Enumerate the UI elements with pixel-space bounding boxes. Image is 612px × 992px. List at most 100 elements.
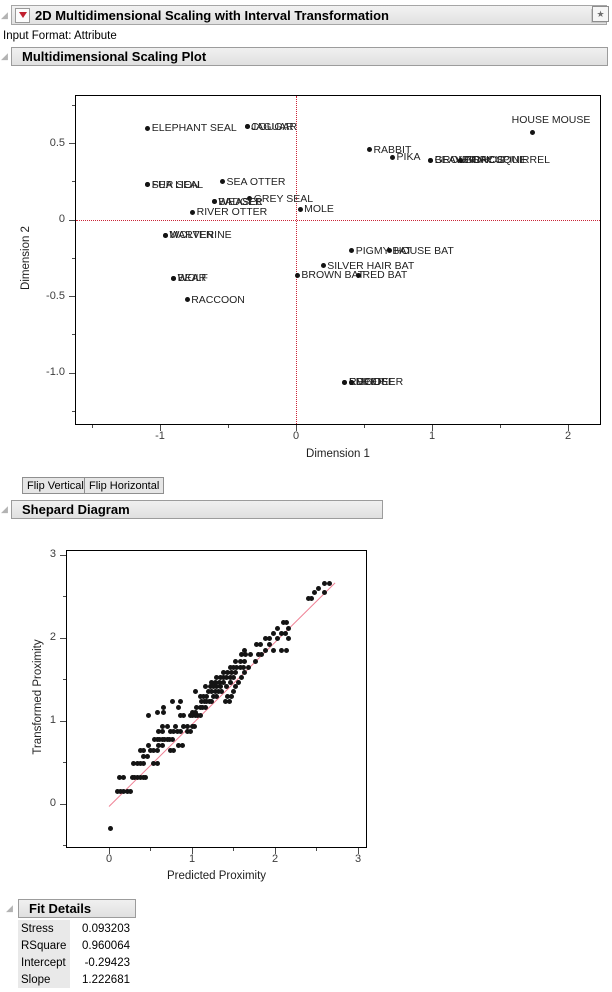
shepard-data-point[interactable] [316,585,322,591]
shepard-data-point[interactable] [305,595,311,601]
shepard-data-point[interactable] [221,670,227,676]
data-point-marker[interactable] [342,379,348,385]
shepard-data-point[interactable] [124,789,130,795]
shepard-data-point[interactable] [179,742,185,748]
data-point-marker[interactable] [162,232,168,238]
shepard-data-point[interactable] [141,747,147,753]
data-point-marker[interactable] [366,147,372,153]
shepard-data-point[interactable] [184,724,190,730]
shepard-data-point[interactable] [285,635,291,641]
shepard-data-point[interactable] [266,635,272,641]
shepard-data-point[interactable] [327,580,333,586]
data-point-marker[interactable] [297,206,303,212]
shepard-data-point[interactable] [229,693,235,699]
shepard-data-point[interactable] [279,647,285,653]
shepard-data-point[interactable] [191,724,197,730]
shepard-data-point[interactable] [262,635,268,641]
shepard-data-point[interactable] [283,630,289,636]
shepard-data-point[interactable] [217,675,223,681]
shepard-data-point[interactable] [144,754,150,760]
shepard-data-point[interactable] [209,698,215,704]
shepard-data-point[interactable] [154,747,160,753]
shepard-data-point[interactable] [128,789,134,795]
disclosure-triangle-fit[interactable]: ◢ [6,903,13,913]
section-header-fit-details[interactable]: Fit Details [18,899,136,918]
report-title-bar[interactable]: 2D Multidimensional Scaling with Interva… [11,5,607,25]
shepard-data-point[interactable] [169,736,175,742]
shepard-data-point[interactable] [177,698,183,704]
shepard-data-point[interactable] [216,680,222,686]
section-header-mds-plot[interactable]: Multidimensional Scaling Plot [11,47,608,66]
shepard-data-point[interactable] [171,747,177,753]
data-point-marker[interactable] [190,209,196,215]
mds-scatter-plot-area[interactable]: ELEPHANT SEAL JAGUAR COUGAR HOUSE MOUSE RABB… [75,95,601,425]
shepard-data-point[interactable] [245,664,251,670]
shepard-data-point[interactable] [131,760,137,766]
shepard-data-point[interactable] [233,684,239,690]
shepard-data-point[interactable] [167,729,173,735]
shepard-data-point[interactable] [172,724,178,730]
shepard-data-point[interactable] [209,680,215,686]
data-point-marker[interactable] [428,157,434,163]
shepard-data-point[interactable] [279,630,285,636]
shepard-data-point[interactable] [214,675,220,681]
shepard-data-point[interactable] [226,698,232,704]
shepard-data-point[interactable] [156,742,162,748]
shepard-data-point[interactable] [202,684,208,690]
shepard-data-point[interactable] [222,698,228,704]
shepard-data-point[interactable] [189,710,195,716]
shepard-data-point[interactable] [177,712,183,718]
data-point-marker[interactable] [390,154,396,160]
shepard-data-point[interactable] [197,693,203,699]
shepard-data-point[interactable] [174,729,180,735]
shepard-data-point[interactable] [138,760,144,766]
shepard-data-point[interactable] [207,684,213,690]
shepard-data-point[interactable] [197,712,203,718]
shepard-data-point[interactable] [219,689,225,695]
shepard-data-point[interactable] [143,774,149,780]
shepard-data-point[interactable] [167,747,173,753]
shepard-data-point[interactable] [181,724,187,730]
shepard-data-point[interactable] [240,664,246,670]
shepard-data-point[interactable] [159,724,165,730]
shepard-data-point[interactable] [154,710,160,716]
shepard-data-point[interactable] [184,729,190,735]
shepard-data-point[interactable] [266,642,272,648]
shepard-data-point[interactable] [258,642,264,648]
data-point-marker[interactable] [211,199,217,205]
shepard-data-point[interactable] [309,595,315,601]
shepard-data-point[interactable] [243,652,249,658]
shepard-data-point[interactable] [224,684,230,690]
shepard-data-point[interactable] [229,670,235,676]
data-point-marker[interactable] [530,130,536,136]
shepard-data-point[interactable] [234,664,240,670]
shepard-data-point[interactable] [159,729,165,735]
shepard-data-point[interactable] [322,580,328,586]
shepard-data-point[interactable] [187,729,193,735]
shepard-data-point[interactable] [148,747,153,753]
flip-vertical-button[interactable]: Flip Vertical [22,477,89,494]
shepard-data-point[interactable] [176,705,182,711]
shepard-data-point[interactable] [237,658,243,664]
shepard-data-point[interactable] [171,729,177,735]
shepard-data-point[interactable] [227,664,233,670]
shepard-data-point[interactable] [146,742,152,748]
shepard-data-point[interactable] [212,689,218,695]
shepard-data-point[interactable] [231,689,236,695]
shepard-data-point[interactable] [241,658,247,664]
section-header-shepard[interactable]: Shepard Diagram [11,500,383,519]
shepard-data-point[interactable] [285,625,291,631]
shepard-data-point[interactable] [121,789,127,795]
shepard-data-point[interactable] [114,789,120,795]
shepard-data-point[interactable] [151,760,157,766]
data-point-marker[interactable] [349,379,355,385]
shepard-data-point[interactable] [247,652,253,658]
shepard-data-point[interactable] [108,825,114,831]
shepard-data-point[interactable] [192,710,198,716]
shepard-data-point[interactable] [221,680,227,686]
shepard-data-point[interactable] [312,589,318,595]
data-point-marker[interactable] [294,272,300,278]
disclosure-triangle-mds[interactable]: ◢ [1,51,8,61]
shepard-data-point[interactable] [270,630,276,636]
shepard-data-point[interactable] [235,680,241,686]
